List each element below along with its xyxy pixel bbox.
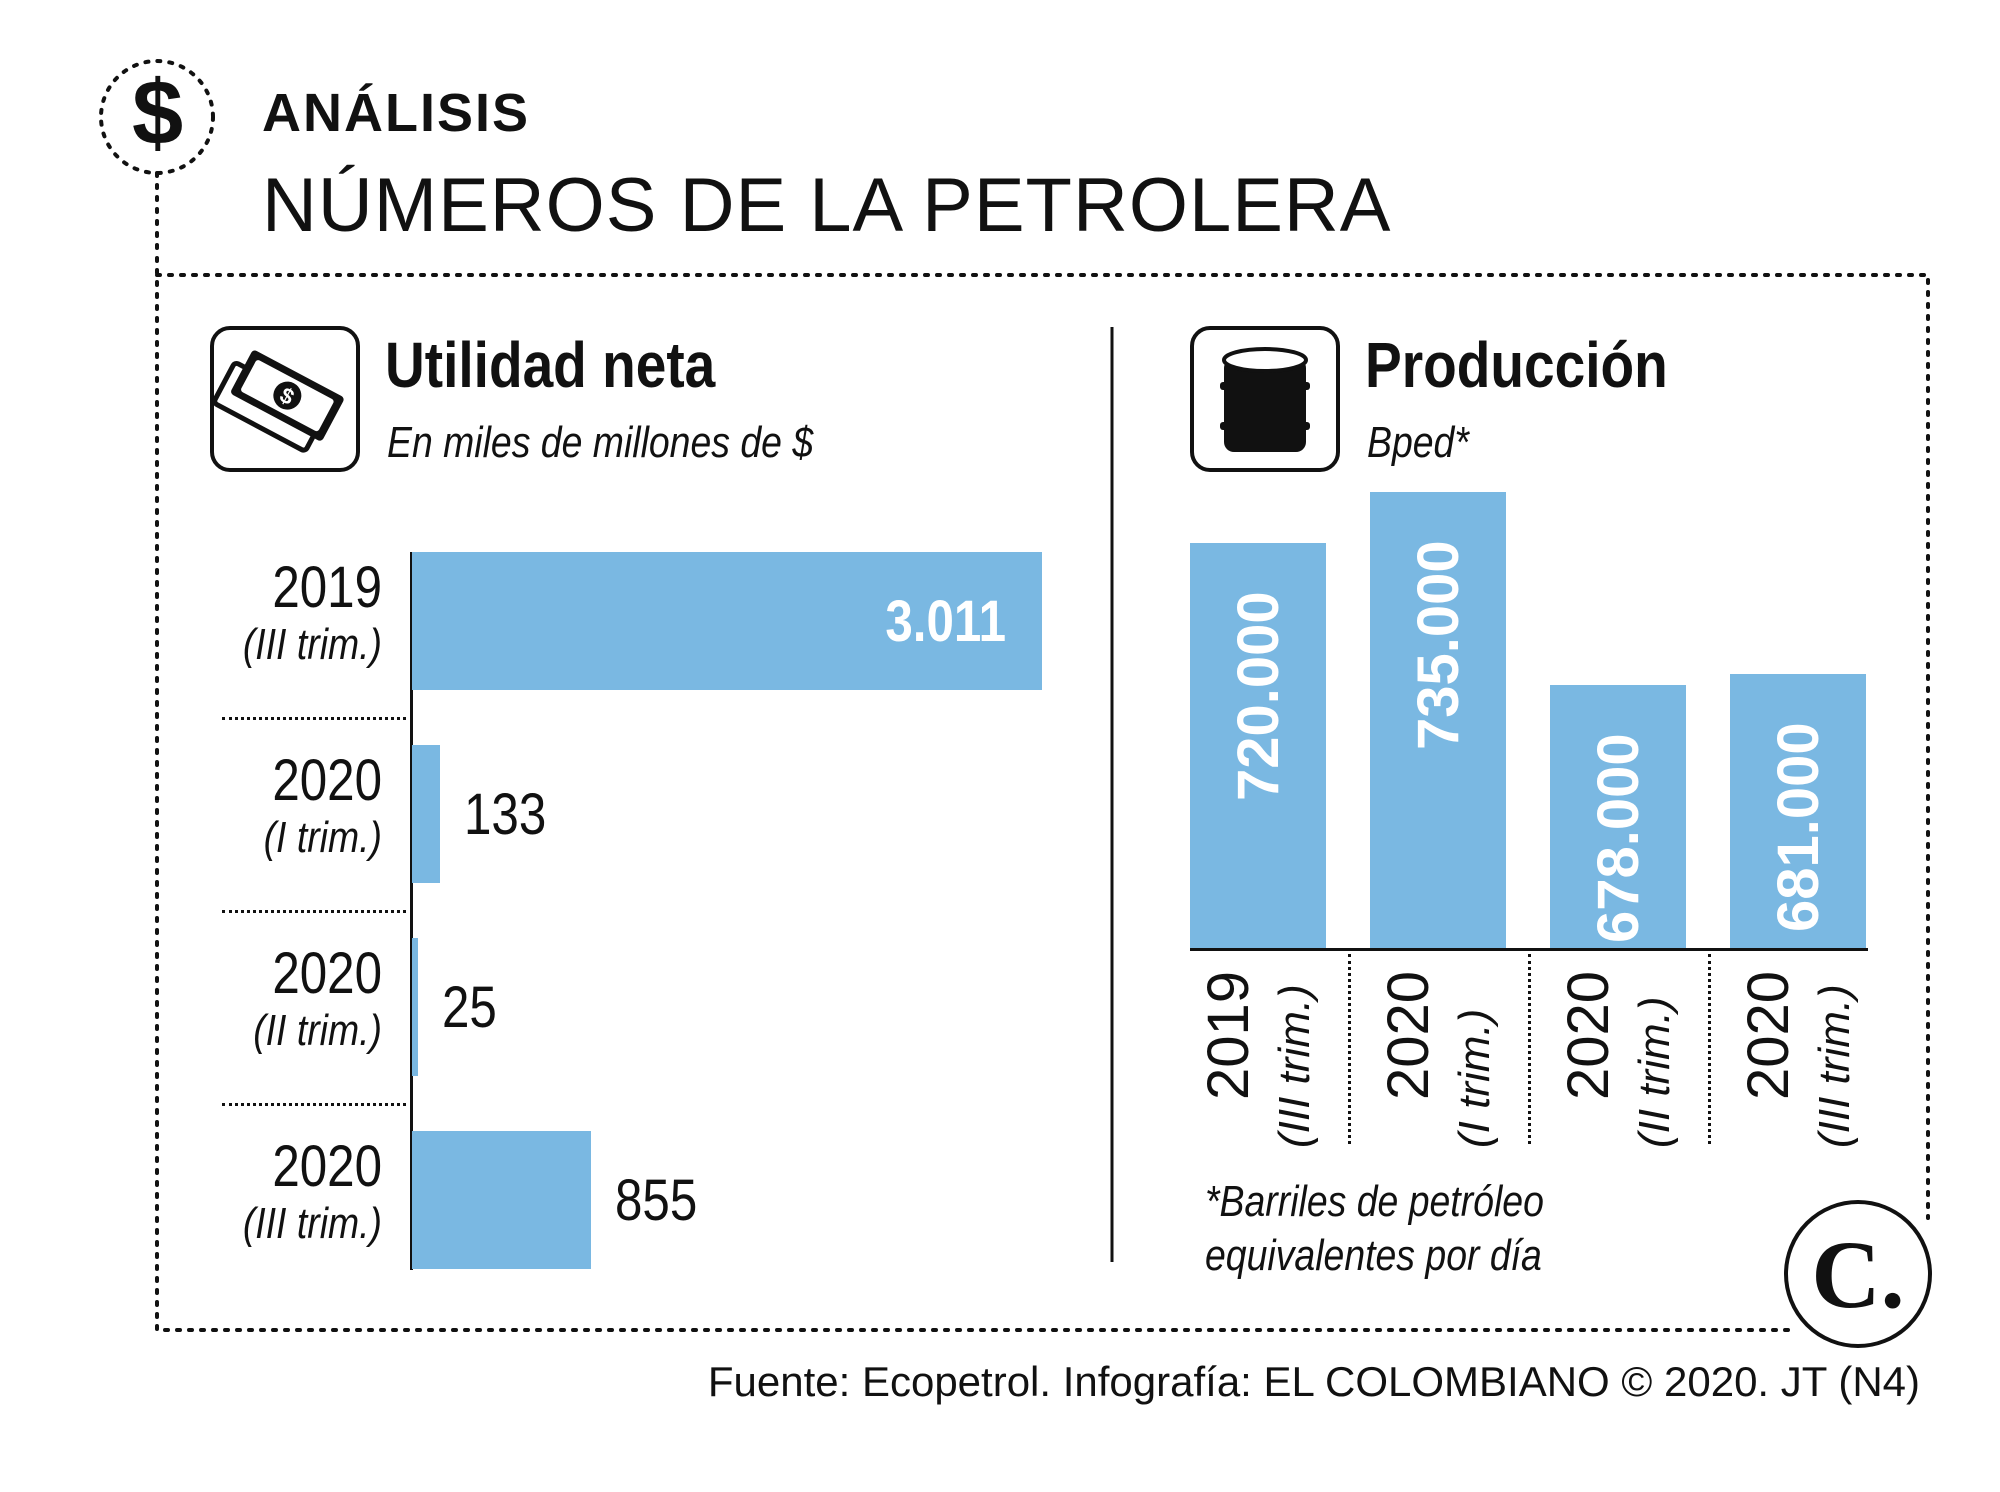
category-year: 2019 [272, 555, 382, 620]
category-year: 2020 [1736, 970, 1801, 1100]
bar [1190, 542, 1326, 948]
category-period: (II trim.) [253, 1006, 382, 1055]
category-year: 2020 [272, 1134, 382, 1199]
dollar-badge [99, 59, 215, 255]
barrel-icon [1190, 326, 1340, 472]
data-label: 133 [463, 782, 547, 847]
source-credit: Fuente: Ecopetrol. Infografía: EL COLOMB… [707, 1358, 1920, 1405]
category-period: (II trim.) [1630, 996, 1679, 1148]
bar [412, 1131, 591, 1269]
category-period: (III trim.) [242, 1199, 382, 1248]
money-icon: $ [210, 326, 360, 472]
category-period: (III trim.) [1810, 984, 1859, 1148]
footnote-line-1: *Barriles de petróleo [1205, 1177, 1544, 1226]
production-footnote: *Barriles de petróleo equivalentes por d… [1205, 1175, 1544, 1283]
kicker: ANÁLISIS [262, 83, 531, 143]
y-axis-line [410, 552, 413, 1270]
left-panel-subtitle: En miles de millones de $ [387, 418, 814, 467]
category-year: 2020 [272, 748, 382, 813]
category-year: 2020 [272, 941, 382, 1006]
bar [412, 552, 1042, 690]
column-separator [1708, 954, 1711, 1144]
bar [1730, 674, 1866, 948]
category-year: 2019 [1196, 970, 1261, 1100]
row-separator [222, 1103, 406, 1106]
data-label: 681.000 [1766, 722, 1831, 933]
el-colombiano-logo [1784, 1200, 1932, 1348]
left-panel-title: Utilidad neta [385, 329, 716, 401]
row-separator [222, 717, 406, 720]
logo-letter: C. [1811, 1221, 1905, 1328]
page-title: NÚMEROS DE LA PETROLERA [262, 163, 1392, 248]
row-separator [222, 910, 406, 913]
data-label: 25 [442, 975, 497, 1040]
right-panel-subtitle: Bped* [1367, 418, 1469, 467]
data-label: 3.011 [885, 589, 1006, 654]
category-period: (I trim.) [263, 813, 382, 862]
bar [412, 938, 418, 1076]
data-label: 720.000 [1226, 591, 1291, 801]
x-axis-line [1190, 948, 1868, 951]
footnote-line-2: equivalentes por día [1205, 1231, 1542, 1280]
category-period: (I trim.) [1450, 1008, 1499, 1148]
data-label: 678.000 [1586, 732, 1651, 943]
category-period: (III trim.) [242, 620, 382, 669]
right-panel-title: Producción [1365, 329, 1668, 401]
bar [1550, 684, 1686, 948]
column-separator [1528, 954, 1531, 1144]
category-period: (III trim.) [1270, 984, 1319, 1148]
category-year: 2020 [1556, 970, 1621, 1100]
bar [412, 745, 440, 883]
data-label: 855 [614, 1168, 698, 1233]
category-year: 2020 [1376, 970, 1441, 1100]
data-label: 735.000 [1406, 540, 1471, 750]
dollar-icon: $ [132, 62, 184, 164]
column-separator [1348, 954, 1351, 1144]
bar [1370, 492, 1506, 948]
